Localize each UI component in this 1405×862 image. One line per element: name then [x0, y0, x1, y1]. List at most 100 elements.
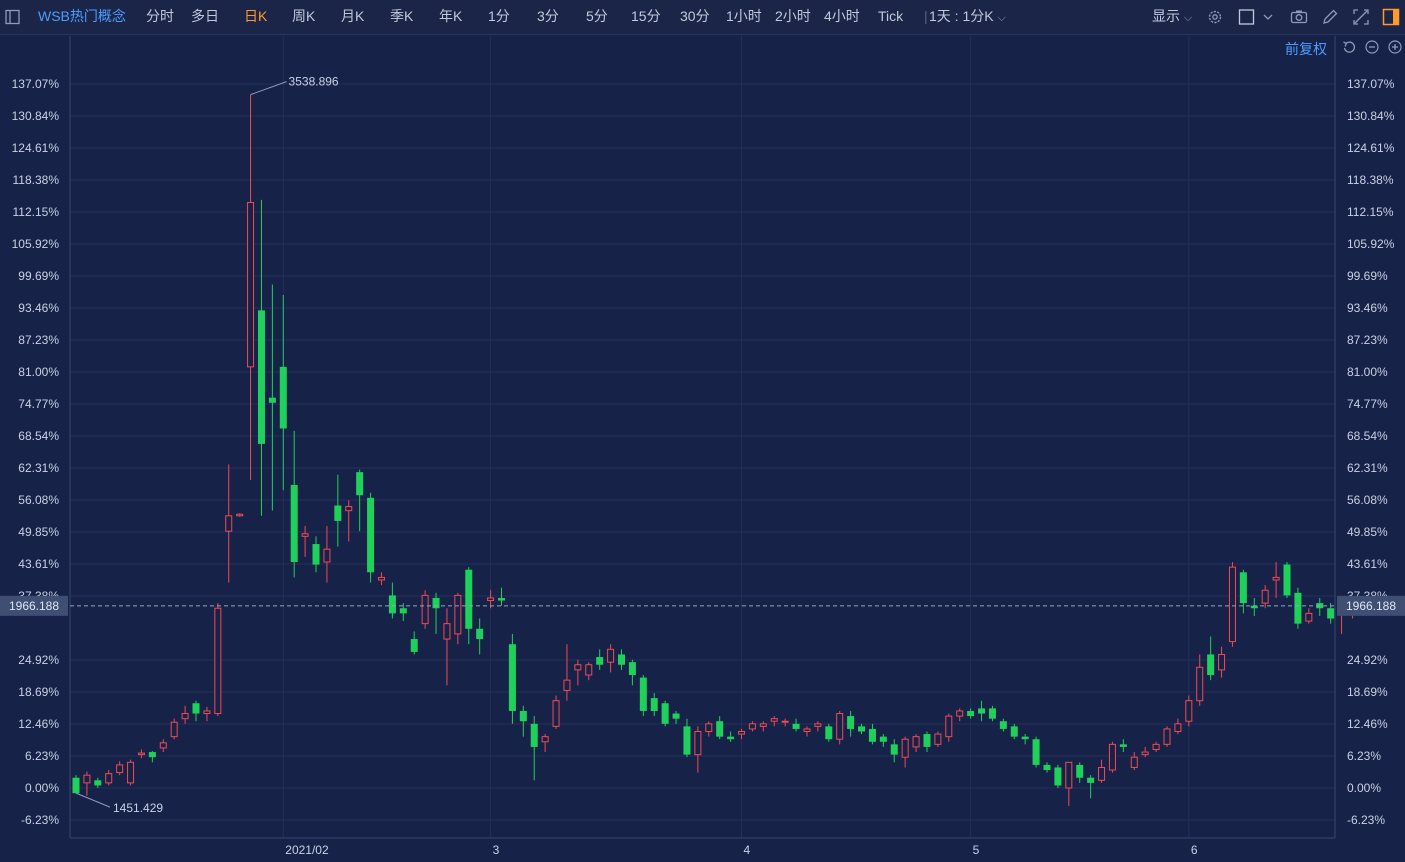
candle — [923, 731, 931, 753]
y-tick-label-right: 93.46% — [1347, 301, 1388, 315]
candle — [367, 492, 375, 583]
sidebar-toggle-icon[interactable] — [4, 8, 22, 26]
candle — [388, 582, 396, 619]
candle-body — [1152, 743, 1160, 750]
candle-body — [607, 648, 615, 663]
candle-body — [1054, 767, 1062, 786]
settings-gear-icon[interactable] — [1206, 8, 1224, 26]
y-tick-label-right: 0.00% — [1347, 781, 1381, 795]
candle-body — [1305, 612, 1313, 622]
candle — [781, 718, 789, 727]
candle-body — [225, 515, 233, 532]
period-tab-4hour[interactable]: 4小时 — [824, 8, 860, 24]
y-tick-label-right: 74.77% — [1347, 397, 1388, 411]
candle — [596, 649, 604, 670]
candle-body — [934, 733, 942, 745]
price-adjust-button[interactable]: 前复权 — [1285, 41, 1327, 57]
y-tick-label-left: 56.08% — [18, 493, 59, 507]
candle — [1239, 569, 1247, 614]
y-tick-label-right: 87.23% — [1347, 333, 1388, 347]
candle — [290, 431, 298, 578]
candle-body — [1032, 739, 1040, 765]
period-tab-tick[interactable]: Tick — [878, 8, 904, 24]
candle-body — [541, 736, 549, 743]
period-tab-2hour[interactable]: 2小时 — [775, 8, 811, 24]
candle — [738, 728, 746, 740]
candle-body — [388, 595, 396, 614]
candle — [967, 708, 975, 719]
zoom-out-icon[interactable] — [1365, 40, 1379, 54]
y-tick-label-left: 124.61% — [12, 141, 60, 155]
y-tick-label-right: 12.46% — [1347, 717, 1388, 731]
candle-body — [574, 664, 582, 671]
fullscreen-icon[interactable] — [1352, 8, 1370, 26]
period-tab-quarterly[interactable]: 季K — [390, 8, 414, 24]
candle-body — [1141, 751, 1149, 756]
candle — [1010, 723, 1018, 740]
candle — [1174, 718, 1182, 735]
candle-body — [792, 723, 800, 729]
color-square-icon[interactable] — [1238, 8, 1256, 26]
candle-body — [377, 576, 385, 581]
chevron-down-icon[interactable] — [1259, 8, 1273, 26]
candle-body — [1294, 592, 1302, 624]
period-tab-monthly[interactable]: 月K — [341, 8, 365, 24]
candle-body — [999, 721, 1007, 729]
period-tab-fenshi[interactable]: 分时 — [146, 8, 174, 24]
candle-body — [1239, 572, 1247, 604]
candle-body — [1196, 666, 1204, 702]
candle-body — [1130, 756, 1138, 768]
period-tab-daily[interactable]: 日K — [244, 8, 268, 24]
candle-body — [1163, 728, 1171, 745]
candle-body — [748, 723, 756, 730]
candle — [978, 700, 986, 722]
candle-body — [367, 497, 375, 573]
pencil-icon[interactable] — [1321, 8, 1339, 26]
candle — [127, 759, 135, 786]
y-tick-label-left: 18.69% — [18, 685, 59, 699]
candle-body — [988, 708, 996, 719]
y-tick-label-left: 130.84% — [12, 109, 60, 123]
period-tab-30min[interactable]: 30分 — [680, 8, 710, 24]
index-title[interactable]: WSB热门概念 — [38, 8, 126, 24]
toolbar-divider: | — [924, 8, 928, 24]
candle — [727, 731, 735, 742]
candle-body — [72, 777, 80, 794]
candle-body — [552, 700, 560, 727]
candle-body — [1108, 743, 1116, 771]
candle-body — [323, 548, 331, 563]
candle-body — [1218, 653, 1226, 671]
candle-body — [530, 723, 538, 747]
candle — [530, 716, 538, 781]
period-tab-multiday[interactable]: 多日 — [191, 8, 219, 24]
candle-body — [301, 533, 309, 537]
period-tab-5min[interactable]: 5分 — [586, 8, 608, 24]
zoom-in-icon[interactable] — [1388, 40, 1402, 54]
candle — [945, 713, 953, 742]
period-tab-15min[interactable]: 15分 — [631, 8, 661, 24]
panel-toggle-icon[interactable] — [1382, 8, 1400, 26]
candle-body — [1119, 744, 1127, 747]
reset-icon[interactable] — [1342, 40, 1356, 54]
candle-body — [836, 713, 844, 740]
candle-body — [1228, 566, 1236, 643]
candle — [999, 718, 1007, 732]
display-menu[interactable]: 显示 ⌵ — [1152, 7, 1192, 27]
candle — [836, 710, 844, 745]
cycle-selector[interactable]: 1天 : 1分K ⌵ — [929, 7, 1006, 27]
candle — [1108, 741, 1116, 773]
candle — [912, 734, 920, 753]
period-tab-1hour[interactable]: 1小时 — [726, 8, 762, 24]
period-tab-3min[interactable]: 3分 — [537, 8, 559, 24]
period-tab-1min[interactable]: 1分 — [488, 8, 510, 24]
candle — [1021, 734, 1029, 745]
candle — [1054, 764, 1062, 789]
candle-body — [596, 657, 604, 665]
camera-icon[interactable] — [1290, 8, 1308, 26]
candle-body — [203, 710, 211, 715]
candle — [628, 659, 636, 686]
period-tab-weekly[interactable]: 周K — [292, 8, 316, 24]
period-tab-yearly[interactable]: 年K — [439, 8, 463, 24]
min-price-leader — [75, 792, 111, 808]
